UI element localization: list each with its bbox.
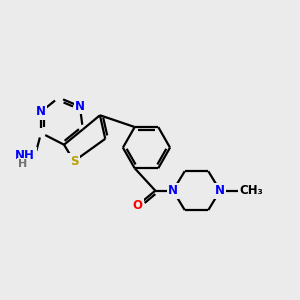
Text: N: N <box>36 105 46 118</box>
Text: N: N <box>75 100 85 113</box>
Text: N: N <box>215 184 225 197</box>
Text: O: O <box>133 199 142 212</box>
Text: NH: NH <box>15 149 35 162</box>
Text: NH: NH <box>15 149 35 162</box>
Text: S: S <box>70 155 78 168</box>
Text: CH₃: CH₃ <box>239 184 263 197</box>
Text: N: N <box>168 184 178 197</box>
Text: H: H <box>18 159 27 169</box>
